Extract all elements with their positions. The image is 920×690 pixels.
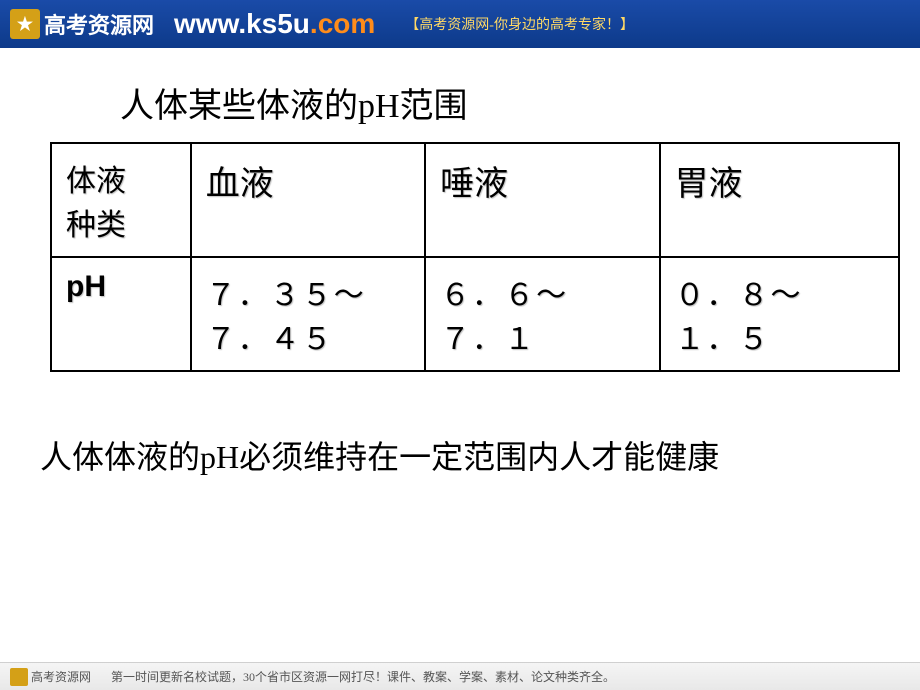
footer-logo-icon (10, 668, 28, 686)
header-gastric: 胃液 (660, 143, 899, 257)
content-area: 人体某些体液的pH范围 体液 种类 血液 唾液 胃液 pH ７．３５～ ７．４５… (0, 48, 920, 508)
header-blood: 血液 (191, 143, 425, 257)
value-saliva: ６．６～ ７．１ (425, 257, 659, 371)
ph-table: 体液 种类 血液 唾液 胃液 pH ７．３５～ ７．４５ ６．６～ ７．１ ０．… (50, 142, 900, 372)
row-label-ph: pH (51, 257, 191, 371)
logo-text: 高考资源网 (44, 8, 154, 40)
footer-text: 第一时间更新名校试题，30个省市区资源一网打尽！课件、教案、学案、素材、论文种类… (111, 668, 615, 685)
footer: 高考资源网 第一时间更新名校试题，30个省市区资源一网打尽！课件、教案、学案、素… (0, 662, 920, 690)
logo-icon: ★ (10, 9, 40, 39)
value-blood: ７．３５～ ７．４５ (191, 257, 425, 371)
bottom-text: 人体体液的pH必须维持在一定范围内人才能健康 (40, 432, 880, 478)
tagline: 【高考资源网-你身边的高考专家！】 (405, 14, 634, 34)
logo-area: ★ 高考资源网 (10, 8, 154, 40)
url-suffix: .com (310, 8, 375, 39)
footer-logo-text: 高考资源网 (31, 668, 91, 685)
url-text: www.ks5u.com (174, 8, 375, 40)
url-main: www.ks5u (174, 8, 310, 39)
table-value-row: pH ７．３５～ ７．４５ ６．６～ ７．１ ０．８～ １．５ (51, 257, 899, 371)
page-title: 人体某些体液的pH范围 (120, 78, 880, 127)
value-gastric: ０．８～ １．５ (660, 257, 899, 371)
footer-logo: 高考资源网 (10, 668, 91, 686)
top-banner: ★ 高考资源网 www.ks5u.com 【高考资源网-你身边的高考专家！】 (0, 0, 920, 48)
header-fluid-type: 体液 种类 (51, 143, 191, 257)
table-header-row: 体液 种类 血液 唾液 胃液 (51, 143, 899, 257)
header-saliva: 唾液 (425, 143, 659, 257)
